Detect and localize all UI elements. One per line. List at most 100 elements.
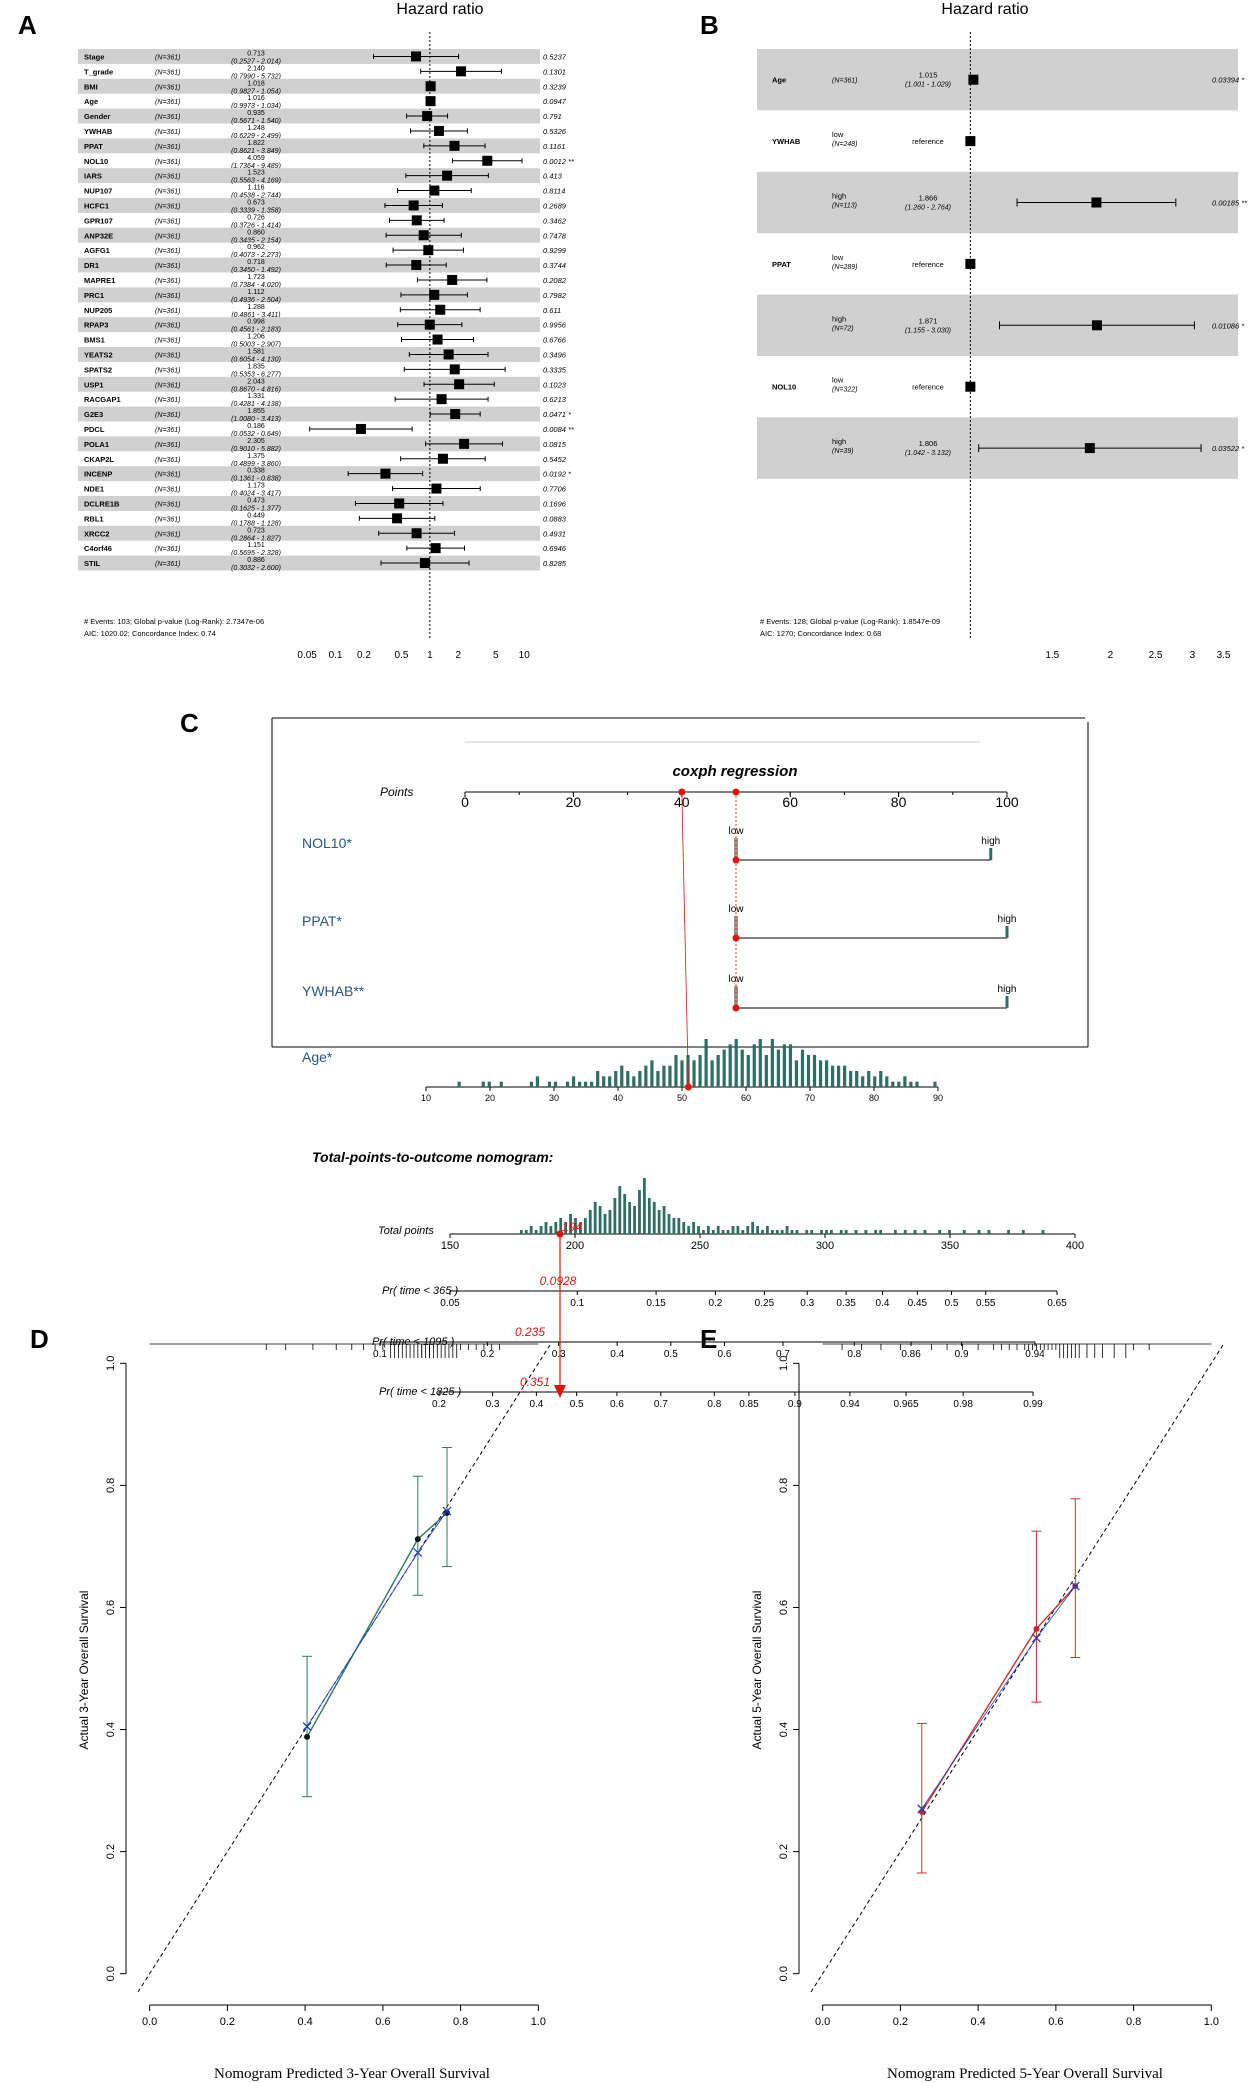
forest-a-var-label: BMS1 xyxy=(84,336,105,345)
forest-a-point xyxy=(449,140,460,151)
nomo-age-hist-bar xyxy=(849,1071,853,1087)
forest-a-band xyxy=(78,168,540,184)
forest-a-band xyxy=(78,108,540,124)
nomo-age-hist-bar xyxy=(656,1071,660,1087)
nomo-var-marker xyxy=(732,1004,740,1012)
forest-a-var-label: T_grade xyxy=(84,67,113,76)
nomo-prob-tick-label: 0.05 xyxy=(440,1298,460,1309)
forest-a-point xyxy=(429,289,440,300)
forest-a-var-label: NUP205 xyxy=(84,306,112,315)
forest-a-hr-label: 1.116 xyxy=(248,185,265,192)
forest-a-point xyxy=(394,498,405,509)
forest-a-var-label: ANP32E xyxy=(84,231,113,240)
forest-a-hr-label: 1.151 xyxy=(247,542,265,549)
nomo-age-hist-bar xyxy=(752,1044,756,1087)
forest-b-band xyxy=(757,49,1238,111)
forest-b-var-label: YWHAB xyxy=(772,137,801,146)
nomo-age-hist-bar xyxy=(776,1049,780,1087)
forest-a-p-label: 0.0815 xyxy=(543,440,567,449)
forest-b-point xyxy=(1084,443,1095,454)
nomo-title: coxph regression xyxy=(672,763,797,780)
forest-a-point xyxy=(449,364,460,375)
forest-a-n-label: (N=361) xyxy=(155,278,180,285)
forest-a-hr-label: 2.043 xyxy=(247,378,265,385)
nomo-prob-tick-label: 0.25 xyxy=(755,1298,775,1309)
forest-a-p-label: 0.791 xyxy=(543,112,562,121)
forest-a-var-label: PDCL xyxy=(84,425,105,434)
forest-a-point xyxy=(411,215,422,226)
nomo-total-hist-bar xyxy=(874,1230,878,1234)
forest-a-ci-label: (0.0532 - 0.649) xyxy=(231,431,281,438)
forest-b-point xyxy=(968,74,979,85)
forest-a-hr-label: 0.473 xyxy=(247,497,265,504)
forest-b-level-label: low xyxy=(832,376,844,385)
nomo-total-hist-bar xyxy=(770,1230,774,1234)
forest-a-ci-label: (0.4281 - 4.138) xyxy=(231,401,281,408)
forest-a-var-label: SPATS2 xyxy=(84,365,112,374)
nomo-total-hist-bar xyxy=(706,1226,710,1234)
forest-a-var-label: BMI xyxy=(84,82,98,91)
forest-a-ci-label: (1.7364 - 9.489) xyxy=(231,163,281,170)
calib-y-axis-label: Actual 3-Year Overall Survival xyxy=(77,1591,91,1750)
forest-a-footer-1: # Events: 103; Global p-value (Log-Rank)… xyxy=(84,617,264,626)
nomo-total-hist-bar xyxy=(647,1198,651,1234)
nomo-prob-tick-label: 0.5 xyxy=(664,1349,678,1360)
nomo-age-hist-bar xyxy=(933,1081,937,1087)
forest-a-point xyxy=(411,51,422,62)
nomo-age-hist-bar xyxy=(867,1071,871,1087)
nomo-total-tick-label: 200 xyxy=(566,1240,584,1252)
nomo-total-hist-bar xyxy=(549,1226,553,1234)
forest-a-ci-label: (0.6229 - 2.499) xyxy=(231,133,281,140)
nomo-total-hist-bar xyxy=(711,1230,715,1234)
nomo-var-low-label: low xyxy=(728,974,744,985)
nomo-total-hist-bar xyxy=(583,1218,587,1234)
forest-a-hr-label: 0.726 xyxy=(247,214,265,221)
nomo-total-hist-bar xyxy=(554,1222,558,1234)
forest-a-p-label: 0.1023 xyxy=(543,380,567,389)
forest-a-point xyxy=(423,245,434,256)
forest-b-hr-label: reference xyxy=(912,137,944,146)
forest-a-n-label: (N=361) xyxy=(155,457,180,464)
nomo-total-hist-bar xyxy=(746,1226,750,1234)
nomo-total-hist-bar xyxy=(524,1230,528,1234)
forest-b-footer-2: AIC: 1270; Concordance Index: 0.68 xyxy=(760,629,881,638)
nomo-prob-axis-label: Pr( time < 365 ) xyxy=(382,1285,458,1297)
nomo-age-hist-bar xyxy=(632,1076,636,1087)
forest-a-point xyxy=(436,394,447,405)
nomo-total-hist-bar xyxy=(702,1230,705,1234)
forest-plot-a: Hazard ratio Stage (N=361) 0.713(0.2527 - 2… xyxy=(78,1,575,661)
nomo-age-tick-label: 50 xyxy=(677,1093,687,1103)
calib-observed-point xyxy=(444,1509,450,1516)
forest-a-band xyxy=(78,406,540,422)
calib-x-axis-label: Nomogram Predicted 5-Year Overall Surviv… xyxy=(887,2066,1163,2082)
forest-a-p-label: 0.9956 xyxy=(543,321,567,330)
nomo-age-hist-bar xyxy=(698,1055,702,1087)
forest-a-band xyxy=(78,78,540,94)
panel-label-b: B xyxy=(700,10,719,40)
calib-corrected-line xyxy=(306,1510,448,1727)
nomo-age-hist-bar xyxy=(879,1071,883,1087)
forest-b-hr-label: 1.806 xyxy=(919,439,938,448)
nomo-prob-tick-label: 0.15 xyxy=(646,1298,666,1309)
nomo-age-connector xyxy=(681,791,689,1088)
forest-a-ci-label: (0.4073 - 2.273) xyxy=(231,252,281,259)
calib-x-tick-label: 0.4 xyxy=(970,2016,985,2028)
nomo-total-hist-bar xyxy=(893,1230,897,1234)
nomo-total-hist-bar xyxy=(864,1230,868,1234)
nomo-age-hist-bar xyxy=(837,1065,841,1087)
nomo-age-tick-label: 80 xyxy=(869,1093,879,1103)
forest-b-point xyxy=(1091,197,1102,208)
nomo-age-hist-bar xyxy=(590,1081,594,1087)
forest-b-level-label: low xyxy=(832,130,844,139)
nomo-age-hist-bar xyxy=(782,1044,786,1087)
forest-a-n-label: (N=361) xyxy=(155,338,180,345)
nomo-total-hist-bar xyxy=(785,1226,789,1234)
forest-a-hr-label: 2.305 xyxy=(247,438,265,445)
nomo-age-hist-bar xyxy=(812,1055,817,1087)
panel-label-d: D xyxy=(30,1324,49,1354)
forest-a-ci-label: (0.5003 - 2.907) xyxy=(231,342,281,349)
nomo-age-hist-bar xyxy=(547,1081,552,1087)
nomo-age-hist-bar xyxy=(596,1071,600,1087)
nomo-age-hist-bar xyxy=(758,1039,762,1087)
nomo-prob-tick-label: 0.45 xyxy=(908,1298,928,1309)
